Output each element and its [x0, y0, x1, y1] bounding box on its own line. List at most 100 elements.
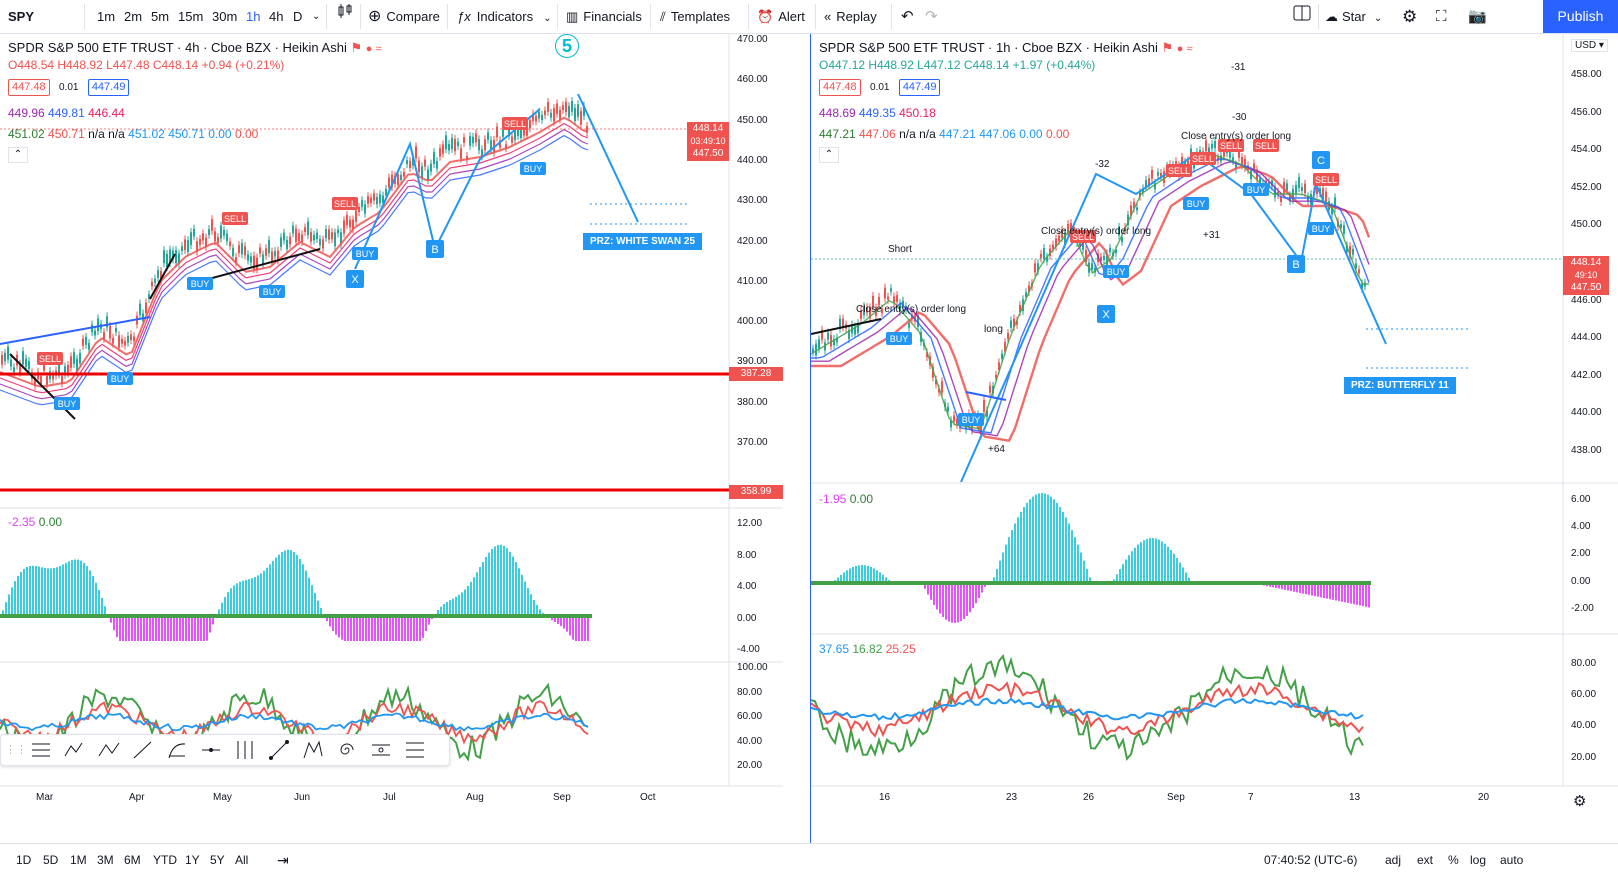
candle-body [427, 169, 429, 180]
layout-icon[interactable] [1293, 0, 1311, 33]
spiral-icon[interactable] [335, 738, 359, 762]
histogram-bar [494, 546, 496, 616]
percent-toggle[interactable]: % [1448, 844, 1459, 876]
histogram-bar [930, 583, 932, 600]
channel-icon[interactable] [369, 738, 393, 762]
range-3m[interactable]: 3M [97, 844, 114, 876]
horizontal-lines-icon[interactable] [29, 738, 53, 762]
histogram-bar [26, 567, 28, 616]
candle-body [388, 177, 390, 187]
drag-handle-icon[interactable]: ⋮⋮ [5, 738, 29, 762]
signal-label: BUY [1187, 199, 1206, 209]
histogram-bar [1029, 499, 1031, 583]
candle-body [385, 189, 387, 196]
undo-icon[interactable]: ↶ [901, 0, 914, 33]
range-all[interactable]: All [235, 844, 248, 876]
interval-30m[interactable]: 30m [212, 0, 237, 33]
financials-button[interactable]: ▥Financials [566, 0, 642, 33]
goto-date-icon[interactable]: ⇥ [277, 844, 289, 876]
axis-tick-label: 80.00 [1571, 658, 1596, 669]
auto-toggle[interactable]: auto [1500, 844, 1523, 876]
right-ma-row1: 448.69 449.35 450.18 [819, 106, 936, 120]
histogram-bar [1347, 583, 1349, 603]
interval-1h[interactable]: 1h [246, 0, 260, 33]
horizontal-ray-icon[interactable] [199, 738, 223, 762]
buy-button[interactable]: 447.49 [88, 79, 130, 96]
replay-button[interactable]: «Replay [824, 0, 877, 33]
interval-2m[interactable]: 2m [124, 0, 142, 33]
publish-button[interactable]: Publish [1543, 0, 1618, 33]
symbol-search[interactable]: SPY [8, 0, 78, 33]
buy-button[interactable]: 447.49 [899, 79, 941, 96]
vertical-lines-icon[interactable] [233, 738, 257, 762]
range-ytd[interactable]: YTD [153, 844, 177, 876]
histogram-bar [41, 567, 43, 616]
cloud-save-button[interactable]: ☁Star⌄ [1325, 0, 1382, 33]
ma-value: 0.00 [235, 127, 258, 141]
fullscreen-icon[interactable]: ⛶ [1436, 0, 1447, 33]
range-5d[interactable]: 5D [43, 844, 58, 876]
ray-icon[interactable] [131, 738, 155, 762]
clock-value[interactable]: 07:40:52 (UTC-6) [1264, 844, 1357, 876]
candle-body [1211, 144, 1213, 149]
histogram-bar [62, 564, 64, 616]
adj-toggle[interactable]: adj [1385, 844, 1401, 876]
parallel-channel-icon[interactable] [403, 738, 427, 762]
chevron-down-icon[interactable]: ⌄ [312, 0, 320, 33]
open-value: O447.12 [819, 58, 865, 72]
fib-icon[interactable] [165, 738, 189, 762]
histogram-bar [44, 568, 46, 616]
templates-button[interactable]: ⫽Templates [660, 0, 730, 33]
interval-15m[interactable]: 15m [178, 0, 203, 33]
time-tick-label: Sep [553, 792, 571, 803]
right-rsi-legend: 37.65 16.82 25.25 [819, 642, 916, 656]
interval-1m[interactable]: 1m [97, 0, 115, 33]
range-1y[interactable]: 1Y [185, 844, 200, 876]
histogram-bar [1083, 561, 1085, 583]
log-toggle[interactable]: log [1470, 844, 1486, 876]
collapse-legend-button[interactable]: ⌃ [819, 147, 839, 163]
histogram-bar [194, 616, 196, 641]
collapse-legend-button[interactable]: ⌃ [8, 147, 28, 163]
gear-icon[interactable]: ⚙ [1402, 0, 1417, 33]
camera-icon[interactable]: 📷 [1468, 0, 1487, 33]
redo-icon[interactable]: ↷ [925, 0, 938, 33]
axis-tick-label: 8.00 [737, 550, 756, 561]
range-6m[interactable]: 6M [124, 844, 141, 876]
ma-value: n/a [88, 127, 105, 141]
sell-button[interactable]: 447.48 [819, 79, 861, 96]
pattern-icon[interactable] [301, 738, 325, 762]
histogram-bar [278, 555, 280, 616]
rewind-icon: « [824, 9, 831, 24]
trend-line-icon[interactable] [267, 738, 291, 762]
wave-pattern-icon[interactable] [63, 738, 87, 762]
interval-d[interactable]: D [293, 0, 302, 33]
axis-tick-label: 380.00 [737, 397, 768, 408]
bar-style-icon[interactable] [337, 0, 353, 33]
histogram-bar [855, 566, 857, 583]
gear-icon[interactable]: ⚙ [1573, 792, 1586, 810]
candle-body [445, 135, 447, 149]
histogram-bar [47, 568, 49, 616]
abc-pattern-icon[interactable] [97, 738, 121, 762]
currency-selector[interactable]: USD ▾ [1571, 39, 1608, 52]
axis-tick-label: 80.00 [737, 687, 762, 698]
compare-button[interactable]: ⊕Compare [368, 0, 440, 33]
interval-5m[interactable]: 5m [151, 0, 169, 33]
range-1d[interactable]: 1D [16, 844, 31, 876]
range-1m[interactable]: 1M [70, 844, 87, 876]
ext-toggle[interactable]: ext [1417, 844, 1433, 876]
alert-button[interactable]: ⏰Alert [757, 0, 805, 33]
sell-button[interactable]: 447.48 [8, 79, 50, 96]
histogram-bar [341, 616, 343, 640]
candle-body [166, 254, 168, 267]
range-5y[interactable]: 5Y [210, 844, 225, 876]
interval-4h[interactable]: 4h [269, 0, 283, 33]
histogram-bar [1365, 583, 1367, 607]
histogram-bar [1326, 583, 1328, 599]
